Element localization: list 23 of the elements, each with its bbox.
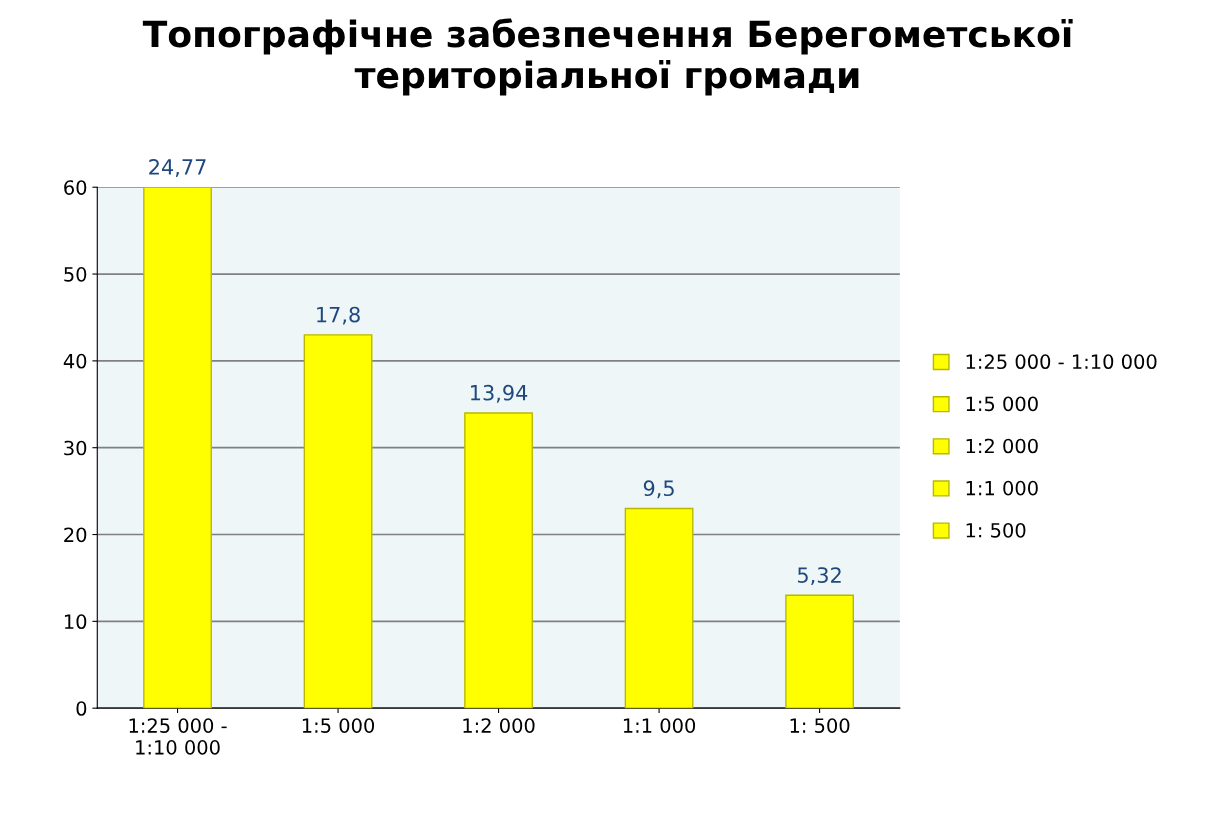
- annotation: 17,8: [317, 306, 360, 325]
- y-tick-label: 10: [64, 614, 87, 630]
- annotation: 5,32: [798, 567, 841, 586]
- x-tick-label: 1: 500: [790, 718, 850, 733]
- y-tick-label: 20: [64, 527, 87, 543]
- annotation: 24,77: [149, 159, 206, 177]
- x-tick-label: 1:5 000: [302, 718, 375, 733]
- y-tick-label: 0: [76, 701, 87, 716]
- y-tick-label: 50: [64, 267, 87, 282]
- x-tick-label: 1:2 000: [463, 718, 535, 733]
- y-tick-label: 60: [64, 180, 87, 195]
- x-tick-label: 1:25 000 - 1:10 000: [129, 718, 227, 755]
- legend-label: 1:1 000: [966, 480, 1038, 496]
- annotation: 9,5: [643, 480, 674, 499]
- legend-label: 1:2 000: [966, 438, 1038, 454]
- y-tick-label: 30: [64, 440, 87, 456]
- legend-label: 1: 500: [966, 522, 1026, 538]
- x-tick-label: 1:1 000: [623, 718, 696, 733]
- annotation: 13,94: [471, 384, 528, 403]
- y-tick-label: 40: [63, 353, 87, 369]
- legend-label: 1:25 000 - 1:10 000: [966, 354, 1157, 370]
- legend-label: 1:5 000: [966, 396, 1038, 412]
- chart-title: Топографічне забезпечення Берегометської територіальної громади: [142, 18, 1073, 96]
